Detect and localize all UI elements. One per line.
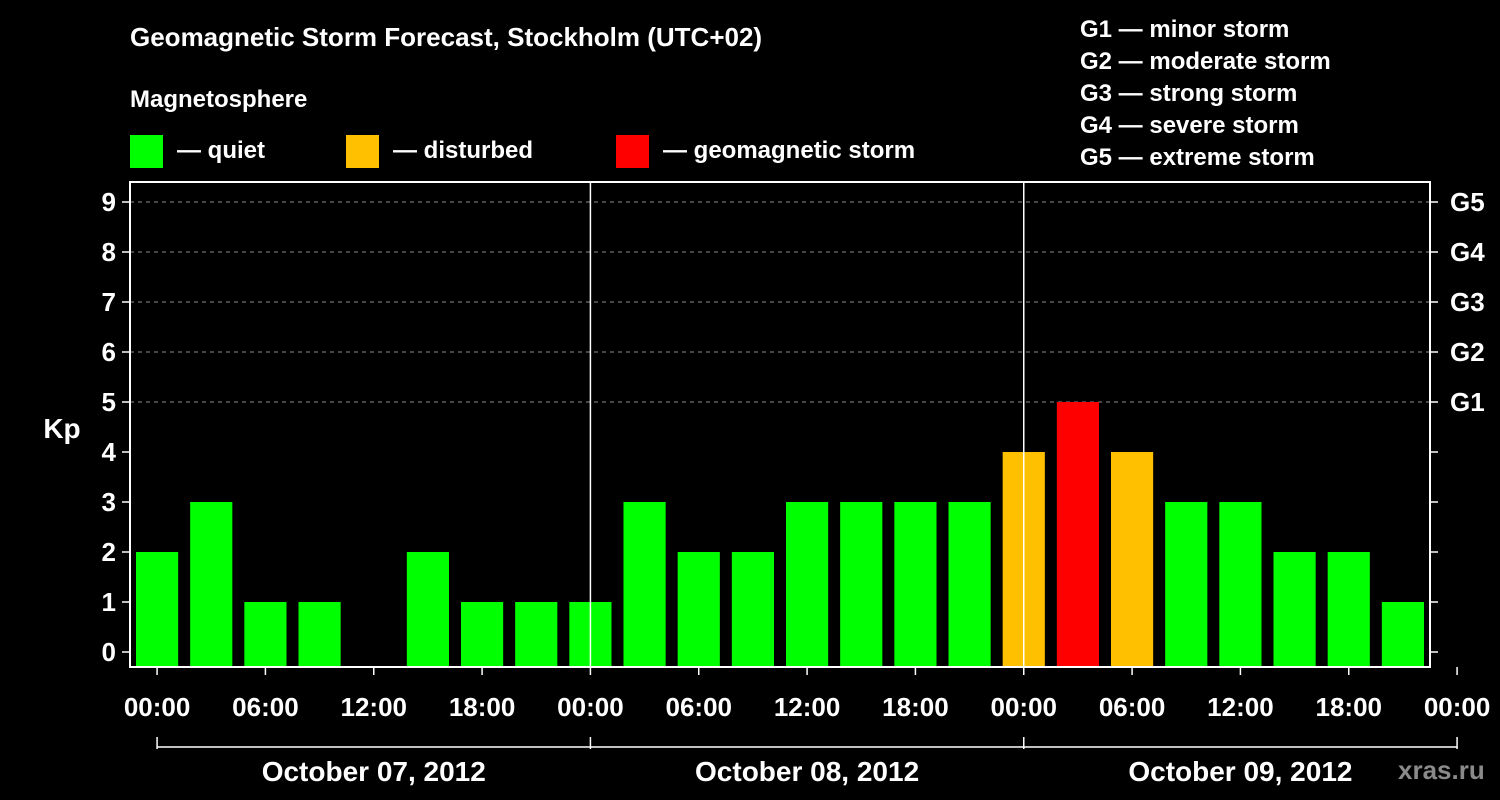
legend-item-disturbed: — disturbed [346,134,534,168]
x-tick-label-2: 12:00 [341,692,408,722]
watermark: xras.ru [1398,755,1485,785]
storm-scale-list: G1 — minor storm G2 — moderate storm G3 … [1080,14,1331,174]
storm-scale-g3: G3 — strong storm [1080,80,1298,107]
storm-scale-g2: G2 — moderate storm [1080,48,1331,75]
day-label-1: October 08, 2012 [695,756,919,787]
g-label-G3: G3 [1450,287,1485,317]
x-tick-label-3: 18:00 [449,692,516,722]
x-tick-label-6: 12:00 [774,692,841,722]
y-tick-label-6: 6 [102,337,116,367]
x-tick-label-11: 18:00 [1316,692,1383,722]
y-tick-label-7: 7 [102,287,116,317]
legend-swatch-quiet [130,134,163,168]
y-tick-label-3: 3 [102,487,116,517]
bar-6 [461,602,504,667]
g-label-G4: G4 [1450,237,1485,267]
legend-item-quiet: — quiet [130,134,265,168]
x-tick-label-1: 06:00 [232,692,299,722]
bar-14 [894,502,937,667]
y-tick-label-8: 8 [102,237,116,267]
g-label-G1: G1 [1450,387,1485,417]
storm-scale-g4: G4 — severe storm [1080,112,1299,139]
bar-9 [623,502,666,667]
bar-1 [190,502,233,667]
bar-3 [298,602,341,667]
bar-22 [1327,552,1370,667]
bar-13 [840,502,883,667]
bar-19 [1165,502,1208,667]
bar-10 [677,552,720,667]
g-label-G5: G5 [1450,187,1485,217]
bar-18 [1111,452,1154,667]
bar-11 [731,552,774,667]
x-tick-label-8: 00:00 [991,692,1058,722]
x-tick-label-10: 12:00 [1207,692,1274,722]
legend-title: Magnetosphere [130,86,308,113]
bar-15 [948,502,991,667]
x-tick-label-9: 06:00 [1099,692,1166,722]
bar-20 [1219,502,1262,667]
bar-21 [1273,552,1316,667]
x-tick-label-0: 00:00 [124,692,191,722]
legend-item-storm: — geomagnetic storm [616,134,916,168]
legend-swatch-storm [616,134,649,168]
bar-5 [406,552,449,667]
day-label-2: October 09, 2012 [1128,756,1352,787]
x-tick-label-4: 00:00 [557,692,624,722]
y-tick-label-5: 5 [102,387,116,417]
y-tick-label-2: 2 [102,537,116,567]
y-tick-label-1: 1 [102,587,116,617]
y-tick-label-4: 4 [102,437,117,467]
bar-2 [244,602,287,667]
chart-title: Geomagnetic Storm Forecast, Stockholm (U… [130,22,763,52]
plot-frame [129,181,1431,668]
bar-12 [786,502,829,667]
bar-23 [1381,602,1424,667]
y-axis-label: Kp [43,413,80,444]
bar-7 [515,602,558,667]
legend-swatch-disturbed [346,134,379,168]
storm-scale-g1: G1 — minor storm [1080,16,1290,43]
day-label-0: October 07, 2012 [262,756,486,787]
bar-0 [136,552,179,667]
bar-17 [1056,402,1099,667]
storm-scale-g5: G5 — extreme storm [1080,144,1315,171]
x-tick-label-5: 06:00 [666,692,733,722]
y-tick-label-0: 0 [102,637,116,667]
x-tick-label-12: 00:00 [1424,692,1491,722]
x-tick-label-7: 18:00 [882,692,949,722]
legend-label-storm: — geomagnetic storm [663,137,916,164]
legend-label-disturbed: — disturbed [393,137,534,164]
y-tick-label-9: 9 [102,187,116,217]
legend-label-quiet: — quiet [177,137,265,164]
g-label-G2: G2 [1450,337,1485,367]
